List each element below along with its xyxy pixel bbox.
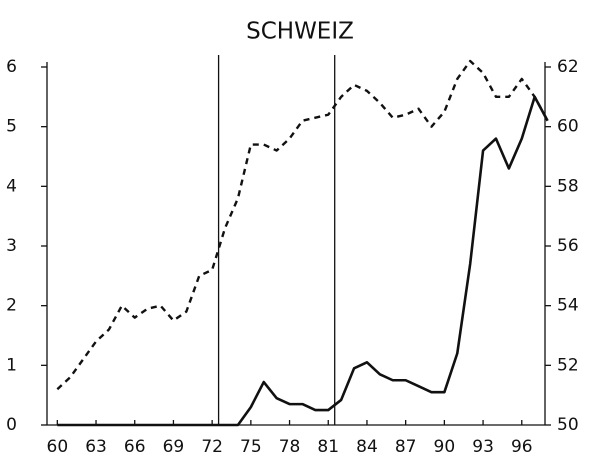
y2-tick-label: 62 bbox=[557, 57, 579, 77]
chart-title: SCHWEIZ bbox=[246, 19, 354, 45]
y2-tick-label: 58 bbox=[557, 176, 579, 196]
y2-tick-label: 60 bbox=[557, 117, 579, 137]
y-tick-label: 5 bbox=[6, 117, 17, 137]
x-tick-label: 81 bbox=[317, 437, 339, 457]
x-tick-label: 66 bbox=[124, 437, 146, 457]
series-line bbox=[57, 95, 549, 427]
y-tick-label: 4 bbox=[6, 176, 17, 196]
x-tick-label: 90 bbox=[434, 437, 456, 457]
x-tick-label: 87 bbox=[395, 437, 417, 457]
y2-tick-label: 56 bbox=[557, 236, 579, 256]
x-tick-label: 69 bbox=[163, 437, 185, 457]
y-tick-label: 3 bbox=[6, 236, 17, 256]
y-tick-label: 6 bbox=[6, 57, 17, 77]
y2-tick-label: 54 bbox=[557, 296, 579, 316]
y-tick-label: 1 bbox=[6, 355, 17, 375]
x-tick-label: 84 bbox=[356, 437, 378, 457]
series-line bbox=[56, 59, 549, 391]
x-tick-label: 93 bbox=[472, 437, 494, 457]
y-tick-label: 0 bbox=[6, 415, 17, 435]
x-tick-label: 75 bbox=[240, 437, 262, 457]
y2-tick-label: 52 bbox=[557, 355, 579, 375]
x-tick-label: 72 bbox=[201, 437, 223, 457]
x-tick-label: 78 bbox=[279, 437, 301, 457]
x-tick-label: 96 bbox=[511, 437, 533, 457]
y2-tick-label: 50 bbox=[557, 415, 579, 435]
x-tick-label: 60 bbox=[47, 437, 69, 457]
x-tick-label: 63 bbox=[85, 437, 107, 457]
y-tick-label: 2 bbox=[6, 296, 17, 316]
